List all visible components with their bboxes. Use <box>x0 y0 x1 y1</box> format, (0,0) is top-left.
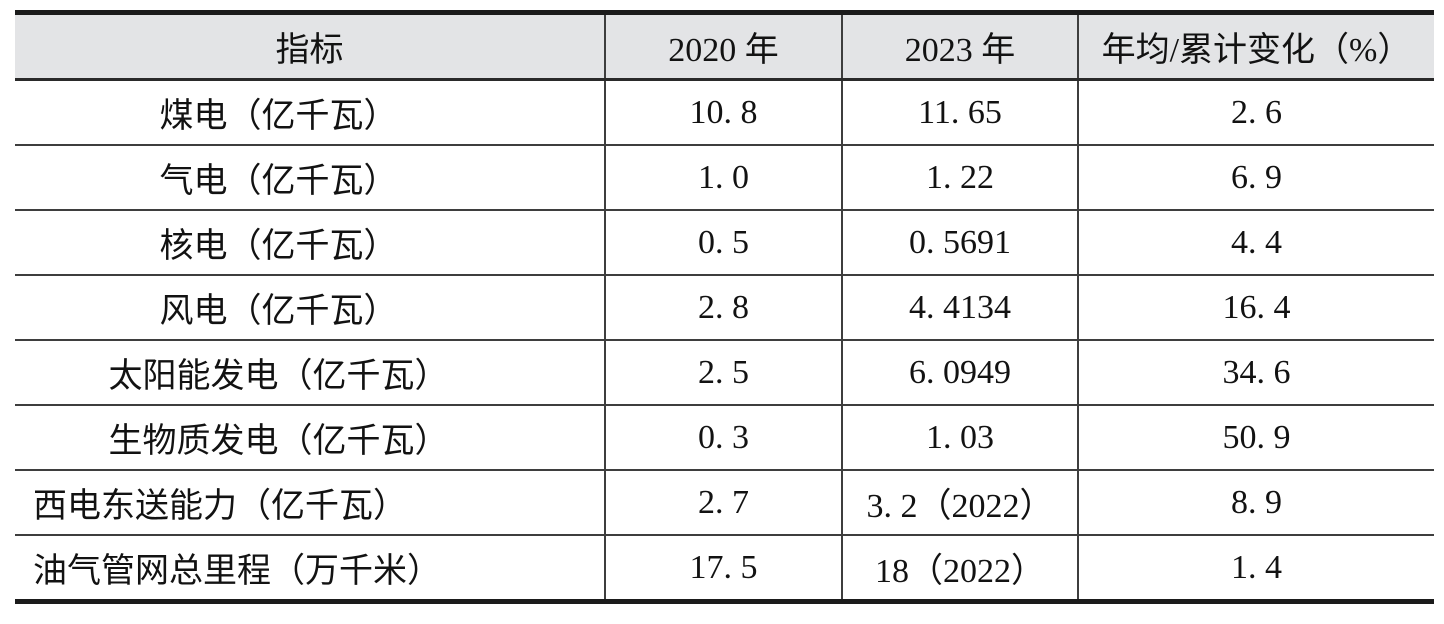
value-2023-cell: 4. 4134 <box>841 275 1078 341</box>
value-2023-cell: 1. 22 <box>841 145 1078 211</box>
value-2020-cell: 0. 5 <box>604 210 842 276</box>
change-cell: 1. 4 <box>1077 535 1434 602</box>
value-2023-cell: 3. 2（2022） <box>841 470 1078 536</box>
table-row-gas-power: 气电（亿千瓦） 1. 0 1. 22 6. 9 <box>15 145 1434 211</box>
change-cell: 6. 9 <box>1077 145 1434 211</box>
value-2020-cell: 2. 8 <box>604 275 842 341</box>
table-row-coal-power: 煤电（亿千瓦） 10. 8 11. 65 2. 6 <box>15 79 1434 146</box>
value-2023-cell: 11. 65 <box>841 79 1078 146</box>
change-cell: 34. 6 <box>1077 340 1434 406</box>
indicator-cell: 西电东送能力（亿千瓦） <box>15 470 605 536</box>
value-2020-cell: 2. 7 <box>604 470 842 536</box>
indicator-cell: 气电（亿千瓦） <box>15 145 605 211</box>
header-cell-indicator: 指标 <box>15 12 605 81</box>
value-2023-cell: 6. 0949 <box>841 340 1078 406</box>
indicators-table: 指标 2020 年 2023 年 年均/累计变化（%） 煤电（亿千瓦） 10. … <box>15 10 1434 604</box>
indicator-cell: 风电（亿千瓦） <box>15 275 605 341</box>
change-cell: 8. 9 <box>1077 470 1434 536</box>
indicator-cell: 油气管网总里程（万千米） <box>33 553 441 590</box>
value-2020-cell: 10. 8 <box>604 79 842 146</box>
header-cell-change: 年均/累计变化（%） <box>1077 12 1434 81</box>
change-cell: 16. 4 <box>1077 275 1434 341</box>
table-row-biomass-power: 生物质发电（亿千瓦） 0. 3 1. 03 50. 9 <box>15 405 1434 471</box>
header-cell-2023: 2023 年 <box>841 12 1078 81</box>
table-row-solar-power: 太阳能发电（亿千瓦） 2. 5 6. 0949 34. 6 <box>15 340 1434 406</box>
change-cell: 2. 6 <box>1077 79 1434 146</box>
indicator-cell: 太阳能发电（亿千瓦） <box>15 340 605 406</box>
indicator-cell: 煤电（亿千瓦） <box>15 79 605 146</box>
value-2020-cell: 0. 3 <box>604 405 842 471</box>
value-2020-cell: 2. 5 <box>604 340 842 406</box>
value-2020-cell: 1. 0 <box>604 145 842 211</box>
table-row-west-east-transmission: 西电东送能力（亿千瓦） 2. 7 3. 2（2022） 8. 9 <box>15 470 1434 536</box>
table-row-oil-gas-pipeline: 油气管网总里程（万千米） 17. 5 18（2022） 1. 4 <box>15 535 1434 602</box>
change-cell: 4. 4 <box>1077 210 1434 276</box>
table-header-row: 指标 2020 年 2023 年 年均/累计变化（%） <box>15 12 1434 81</box>
change-cell: 50. 9 <box>1077 405 1434 471</box>
table-row-nuclear-power: 核电（亿千瓦） 0. 5 0. 5691 4. 4 <box>15 210 1434 276</box>
indicator-cell: 生物质发电（亿千瓦） <box>15 405 605 471</box>
table-row-wind-power: 风电（亿千瓦） 2. 8 4. 4134 16. 4 <box>15 275 1434 341</box>
value-2023-cell: 0. 5691 <box>841 210 1078 276</box>
indicator-cell: 核电（亿千瓦） <box>15 210 605 276</box>
value-2020-cell: 17. 5 <box>604 535 842 602</box>
header-cell-2020: 2020 年 <box>604 12 842 81</box>
value-2023-cell: 18（2022） <box>841 535 1078 602</box>
value-2023-cell: 1. 03 <box>841 405 1078 471</box>
